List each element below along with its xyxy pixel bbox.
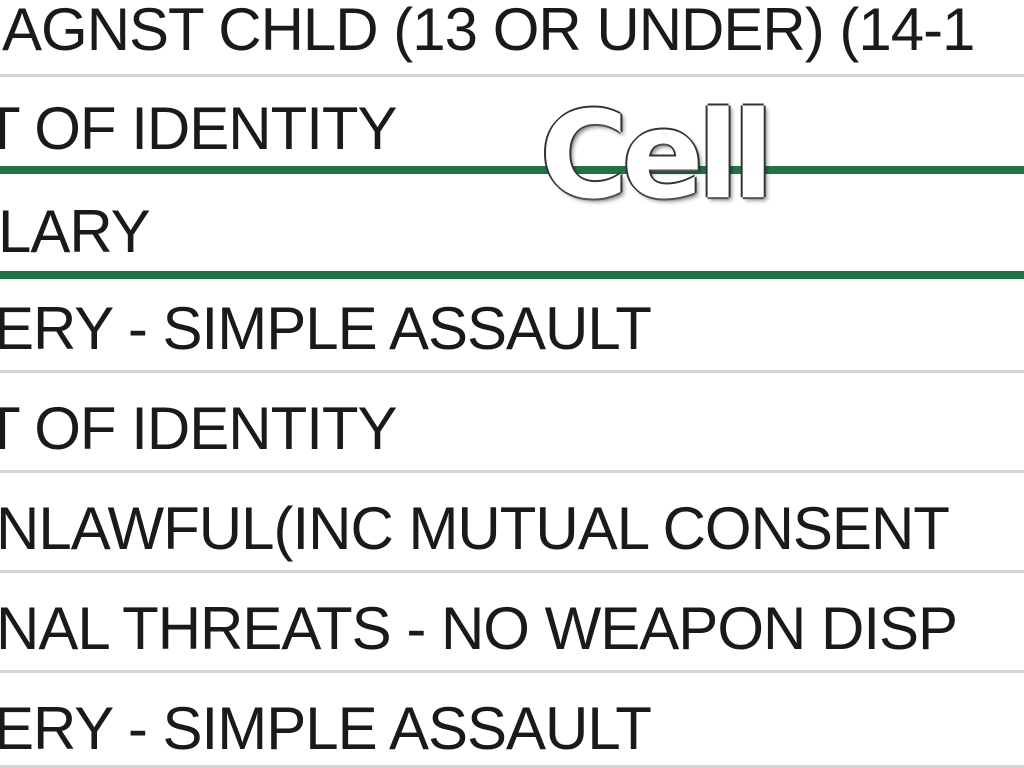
row-border	[0, 570, 1024, 573]
table-row-cell[interactable]: AGNST CHLD (13 OR UNDER) (14-1	[2, 0, 975, 63]
row-border	[0, 670, 1024, 673]
table-row-cell[interactable]: NLAWFUL(INC MUTUAL CONSENT	[0, 495, 950, 562]
row-border	[0, 74, 1024, 77]
table-row-cell[interactable]: ERY - SIMPLE ASSAULT	[0, 695, 652, 762]
selection-border-top	[0, 166, 1024, 174]
row-border	[0, 470, 1024, 473]
row-border	[0, 370, 1024, 373]
overlay-title: Cell	[540, 87, 774, 226]
table-row-cell[interactable]: T OF IDENTITY	[0, 95, 398, 162]
table-row-cell[interactable]: NAL THREATS - NO WEAPON DISP	[0, 595, 958, 662]
selected-cell[interactable]: LARY	[0, 198, 151, 265]
row-border	[0, 765, 1024, 768]
table-row-cell[interactable]: ERY - SIMPLE ASSAULT	[0, 295, 652, 362]
selection-border-bottom	[0, 271, 1024, 279]
table-row-cell[interactable]: T OF IDENTITY	[0, 395, 398, 462]
